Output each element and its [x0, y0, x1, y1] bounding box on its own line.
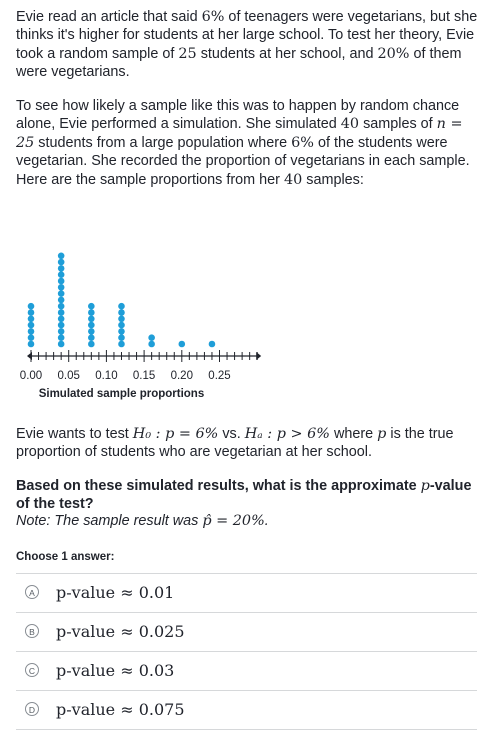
- data-dot: [57, 265, 65, 272]
- data-dot: [118, 321, 125, 329]
- question-text: Based on these simulated results, what i…: [16, 478, 421, 494]
- data-dot: [88, 334, 95, 341]
- data-dot: [27, 334, 35, 341]
- data-dot: [57, 284, 65, 291]
- data-dot: [88, 302, 95, 310]
- intro-text: of them were vegetarians.: [16, 45, 462, 81]
- data-dot: [57, 321, 65, 329]
- intro-text: students at her school, and: [196, 45, 378, 62]
- data-dot: [57, 252, 65, 260]
- hypothesis-text: where: [329, 426, 378, 442]
- num-samples: 40: [283, 171, 303, 188]
- choice-c-text: p-value ≈ 0.03: [56, 661, 175, 680]
- choice-b[interactable]: B p-value ≈ 0.025: [16, 612, 477, 651]
- n-equation: n = 25: [16, 116, 463, 151]
- data-dot: [57, 277, 65, 285]
- data-dot: [118, 309, 125, 316]
- choice-b-text: p-value ≈ 0.025: [56, 622, 185, 641]
- tick-label: 0.10: [95, 370, 117, 382]
- data-dot: [27, 302, 35, 310]
- hypothesis-text: vs.: [218, 426, 245, 442]
- p-symbol: p: [420, 478, 430, 494]
- note-text: .: [264, 513, 269, 529]
- question-text: -value of the test?: [16, 478, 472, 513]
- data-dot: [118, 315, 125, 323]
- choice-a[interactable]: A p-value ≈ 0.01: [16, 573, 477, 612]
- simulation-text: students from a large population where: [34, 134, 292, 151]
- simulation-text: samples of: [359, 116, 437, 133]
- data-dot: [57, 302, 65, 310]
- intro-text: Evie read an article that said: [16, 9, 202, 25]
- data-dot: [57, 328, 65, 335]
- data-dot: [57, 290, 65, 297]
- data-dot: [118, 328, 125, 335]
- note: Note: The sample result was p̂ = 20%.: [16, 512, 484, 530]
- hypothesis-text: is the true proportion of students who a…: [16, 426, 454, 461]
- article-percent: 6%: [201, 9, 225, 25]
- simulation-text: samples:: [302, 171, 364, 188]
- choice-letter-c[interactable]: C: [25, 663, 39, 677]
- data-dot: [27, 315, 35, 323]
- tick-label: 0.00: [20, 370, 42, 382]
- data-dot: [57, 258, 65, 266]
- data-dot: [57, 271, 65, 278]
- data-dot: [118, 302, 125, 310]
- data-dot: [57, 334, 65, 341]
- data-dot: [27, 328, 35, 335]
- data-dot: [27, 321, 35, 329]
- data-dot: [118, 334, 125, 341]
- choice-a-text: p-value ≈ 0.01: [56, 583, 175, 602]
- intro-paragraph: Evie read an article that said 6% of tee…: [16, 8, 484, 82]
- data-dot: [88, 315, 95, 323]
- choose-label: Choose 1 answer:: [16, 551, 115, 563]
- data-dot: [57, 309, 65, 316]
- data-dot: [57, 296, 65, 304]
- intro-text: of teenagers were vegetarians, but she t…: [16, 9, 478, 62]
- phat-equation: p̂ = 20%: [202, 513, 265, 529]
- hypothesis-paragraph: Evie wants to test H₀ : p = 6% vs. Hₐ : …: [16, 425, 484, 462]
- choice-letter-b[interactable]: B: [25, 624, 39, 638]
- data-dot: [27, 340, 35, 348]
- sample-percent: 20%: [377, 45, 410, 62]
- data-dot: [88, 309, 95, 316]
- data-dot: [57, 340, 65, 348]
- answer-choices: A p-value ≈ 0.01 B p-value ≈ 0.025 C p-v…: [16, 573, 477, 730]
- data-dot: [27, 309, 35, 316]
- tick-label: 0.05: [58, 370, 80, 382]
- simulation-paragraph: To see how likely a sample like this was…: [16, 97, 484, 189]
- choice-d-text: p-value ≈ 0.075: [56, 700, 185, 719]
- data-dot: [148, 334, 155, 341]
- choice-d[interactable]: D p-value ≈ 0.075: [16, 690, 477, 730]
- null-hypothesis: H₀ : p = 6%: [132, 426, 219, 442]
- num-samples: 40: [340, 116, 360, 133]
- choice-letter-a[interactable]: A: [25, 585, 39, 599]
- question-prompt: Based on these simulated results, what i…: [16, 477, 484, 514]
- simulation-text: To see how likely a sample like this was…: [16, 98, 460, 133]
- tick-label: 0.25: [208, 370, 230, 382]
- alternative-hypothesis: Hₐ : p > 6%: [244, 426, 330, 442]
- data-dot: [88, 340, 95, 348]
- data-dot: [208, 340, 216, 348]
- data-dot: [118, 340, 125, 348]
- x-axis-title: Simulated sample proportions: [39, 388, 205, 400]
- data-dot: [88, 328, 95, 335]
- tick-label: 0.20: [171, 370, 193, 382]
- data-dot: [57, 315, 65, 323]
- choice-c[interactable]: C p-value ≈ 0.03: [16, 651, 477, 690]
- tick-label: 0.15: [133, 370, 155, 382]
- p-symbol: p: [377, 426, 387, 442]
- data-dot: [88, 321, 95, 329]
- data-dot: [148, 340, 155, 348]
- simulation-text: of the students were vegetarian. She rec…: [16, 134, 470, 188]
- sample-size: 25: [178, 45, 197, 62]
- population-percent: 6%: [291, 134, 314, 151]
- hypothesis-text: Evie wants to test: [16, 426, 133, 442]
- data-dot: [178, 340, 186, 348]
- choice-letter-d[interactable]: D: [25, 702, 39, 716]
- note-text: Note: The sample result was: [16, 513, 203, 529]
